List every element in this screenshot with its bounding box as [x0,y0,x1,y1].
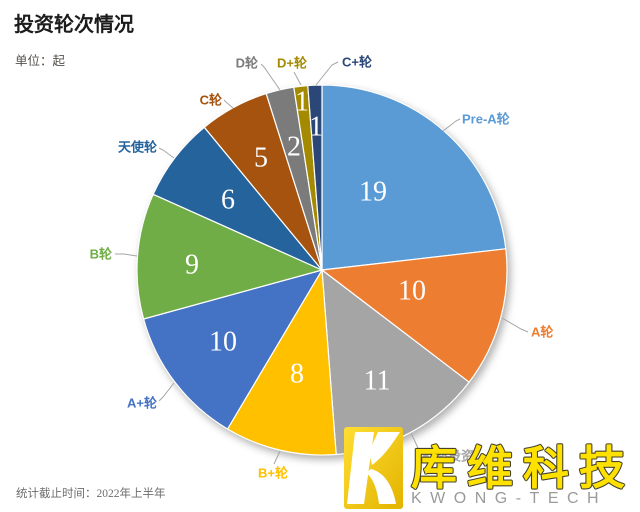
slice-value-label: 10 [398,276,426,307]
pie-slice-5 [136,193,324,320]
logo-k-mark-leg [366,469,396,504]
pie-slice-3 [226,268,337,456]
slice-category-label: A+轮 [127,396,157,411]
leader-line [442,118,461,132]
logo-brand-en: KWONG-TECH [411,490,607,507]
slice-category-label: A轮 [531,325,553,340]
pie-slice-0 [321,84,507,271]
footnote: 统计截止时间：2022年上半年 [16,488,166,500]
logo-k-mark-stroke [347,432,374,504]
leader-line [223,99,234,109]
slice-value-label: 6 [221,185,235,216]
slice-category-label: C轮 [200,93,222,108]
leader-line [293,71,302,86]
slice-value-label: 8 [290,359,304,390]
slice-category-label: B轮 [90,247,112,262]
slice-value-label: 2 [287,132,301,163]
slice-value-label: 19 [359,177,387,208]
leader-line [410,432,421,453]
pie-slice-1 [320,248,508,384]
slice-category-label: C+轮 [342,55,372,70]
slice-category-label: B+轮 [258,466,288,481]
slice-value-label: 11 [364,366,391,397]
slice-value-label: 1 [309,112,323,143]
slice-category-label: 天使轮 [118,140,157,155]
slice-value-label: 10 [209,327,237,358]
pie-slice-4 [142,269,324,430]
leader-line [273,450,281,465]
company-logo: 库维科技 KWONG-TECH [344,427,635,509]
leader-line [115,253,138,257]
slice-category-label: D轮 [236,56,258,71]
slice-category-label: Pre-A轮 [462,112,510,127]
slice-category-label: D+轮 [277,56,307,71]
pie-slices [136,84,508,456]
leader-line [260,63,281,91]
unit-label: 单位：起 [15,54,66,68]
slice-value-label: 5 [254,143,268,174]
leader-line [158,382,175,402]
leader-line [158,147,175,159]
leader-line [501,317,529,333]
slice-value-label: 1 [295,87,309,118]
logo-k-mark-arm [369,432,400,465]
slice-category-label: 战略投资 [422,449,474,464]
pie-slice-10 [307,84,323,271]
leader-lines [115,61,529,465]
leader-line [315,61,339,86]
chart-title: 投资轮次情况 [14,14,134,36]
slice-value-label: 9 [185,250,199,281]
logo-brand-cn: 库维科技 [411,442,635,494]
